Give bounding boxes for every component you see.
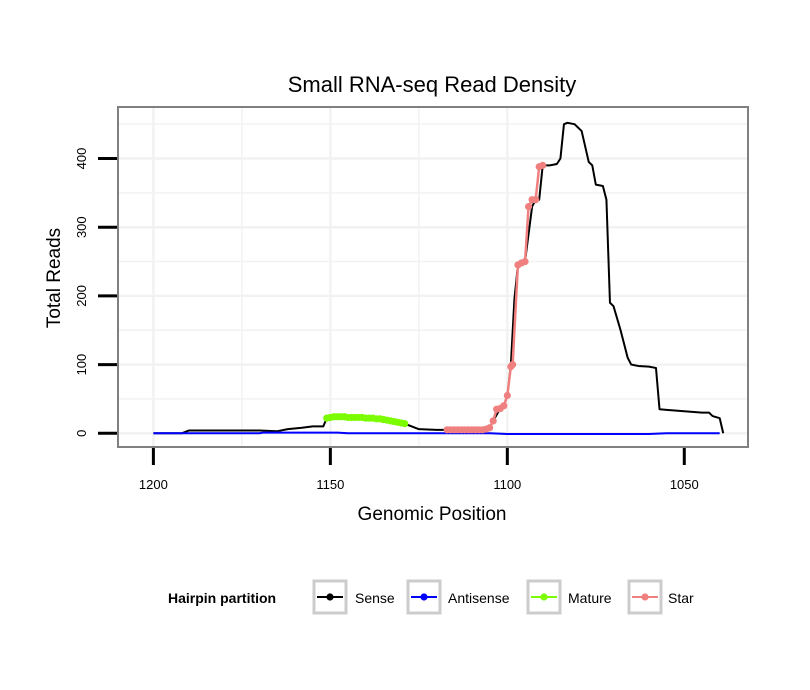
- y-axis-ticks: 0 100 200 300 400: [74, 148, 117, 437]
- legend-title: Hairpin partition: [168, 590, 276, 606]
- panel-border: [117, 106, 749, 448]
- x-axis-ticks: 1200 1150 1100 1050: [139, 448, 699, 492]
- series-star-point: [524, 202, 533, 211]
- legend-entry-star: Star: [627, 579, 694, 615]
- legend-label-star: Star: [668, 590, 694, 606]
- series-star-point: [503, 391, 511, 400]
- legend-key-point: [641, 593, 649, 601]
- series-antisense-line: [153, 431, 720, 435]
- grid-major: [118, 107, 748, 447]
- legend-entry-antisense: Antisense: [406, 579, 510, 615]
- x-tick-label: 1200: [139, 477, 168, 492]
- legend-entry-sense: Sense: [312, 579, 395, 615]
- legend-entry-mature: Mature: [526, 579, 612, 615]
- x-tick-label: 1100: [493, 477, 521, 492]
- series-layer: [153, 121, 725, 435]
- series-star-point: [521, 257, 529, 266]
- legend-key-point: [420, 593, 428, 601]
- y-tick-label: 100: [74, 354, 89, 376]
- series-star-point: [532, 196, 540, 204]
- legend-entries: Sense Antisense Mature Star: [312, 579, 694, 615]
- y-tick-label: 400: [74, 148, 89, 170]
- legend-label-mature: Mature: [568, 590, 612, 606]
- y-tick-label: 200: [74, 285, 89, 307]
- x-axis-title: Genomic Position: [358, 504, 507, 525]
- legend-label-antisense: Antisense: [448, 590, 510, 606]
- legend-key-point: [326, 593, 334, 601]
- x-tick-label: 1050: [670, 477, 699, 492]
- y-tick-label: 0: [74, 430, 89, 437]
- legend: Hairpin partition Sense Antisense Mature St…: [168, 579, 694, 615]
- x-tick-label: 1150: [316, 477, 344, 492]
- legend-label-sense: Sense: [355, 590, 395, 606]
- series-star-point: [500, 402, 508, 410]
- series-star-point: [539, 161, 547, 169]
- series-sense-line: [153, 121, 725, 435]
- chart-title: Small RNA-seq Read Density: [288, 72, 577, 97]
- series-mature-point: [401, 420, 409, 428]
- legend-key-point: [540, 593, 548, 601]
- series-star-point: [486, 424, 494, 432]
- series-star-point: [509, 360, 517, 369]
- grid-minor: [118, 107, 748, 447]
- y-axis-title: Total Reads: [44, 228, 65, 328]
- y-tick-label: 300: [74, 216, 89, 238]
- series-star-point: [489, 417, 497, 425]
